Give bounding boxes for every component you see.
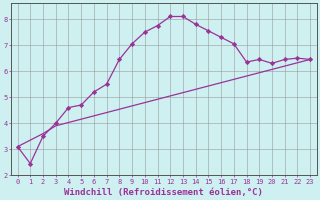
- X-axis label: Windchill (Refroidissement éolien,°C): Windchill (Refroidissement éolien,°C): [64, 188, 263, 197]
